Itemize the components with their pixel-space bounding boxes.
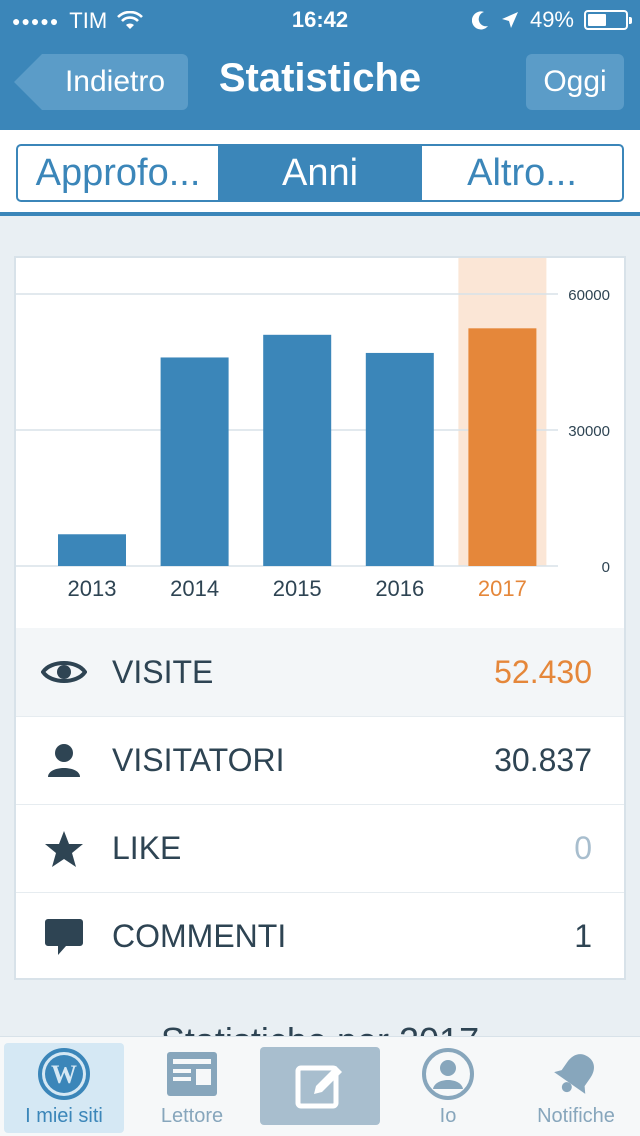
stat-label: VISITATORI bbox=[112, 742, 285, 778]
clock: 16:42 bbox=[291, 7, 349, 32]
y-tick-label: 0 bbox=[602, 559, 610, 576]
stat-row-visitors[interactable]: VISITATORI 30.837 bbox=[16, 716, 624, 804]
back-button-label: Indietro bbox=[42, 54, 188, 110]
stat-value: 0 bbox=[574, 830, 592, 866]
tab-me[interactable]: Io bbox=[388, 1043, 508, 1133]
x-tick-label: 2017 bbox=[478, 576, 527, 601]
stat-label: LIKE bbox=[112, 830, 182, 866]
carrier-label: TIM bbox=[69, 8, 108, 33]
segment-years[interactable]: Anni bbox=[218, 146, 420, 200]
period-segmented-control: Approfo... Anni Altro... bbox=[16, 144, 624, 202]
wordpress-icon: W bbox=[38, 1048, 90, 1100]
reader-icon bbox=[167, 1052, 217, 1096]
today-button[interactable]: Oggi bbox=[526, 54, 624, 110]
back-arrow-icon bbox=[14, 54, 42, 110]
svg-text:W: W bbox=[51, 1060, 77, 1089]
y-tick-label: 30000 bbox=[568, 423, 610, 440]
edit-icon bbox=[295, 1065, 342, 1109]
write-post-button[interactable] bbox=[260, 1047, 380, 1125]
tab-label: Lettore bbox=[160, 1105, 224, 1127]
stat-row-comments[interactable]: COMMENTI 1 bbox=[16, 892, 624, 980]
battery-icon bbox=[584, 10, 632, 30]
tab-my-sites[interactable]: W I miei siti bbox=[4, 1043, 124, 1133]
wifi-icon bbox=[117, 11, 144, 29]
star-icon bbox=[45, 830, 83, 867]
tab-reader[interactable]: Lettore bbox=[132, 1043, 252, 1133]
segment-more[interactable]: Altro... bbox=[420, 146, 622, 200]
eye-icon bbox=[41, 661, 87, 683]
tab-label: Io bbox=[439, 1105, 457, 1127]
segment-insights[interactable]: Approfo... bbox=[35, 151, 201, 194]
period-selector-bar: Approfo... Anni Altro... bbox=[0, 130, 640, 216]
status-bar: ●●●●● TIM 16:42 49% bbox=[0, 0, 640, 40]
stat-row-likes[interactable]: LIKE 0 bbox=[16, 804, 624, 892]
moon-icon bbox=[471, 11, 488, 30]
y-tick-label: 60000 bbox=[568, 287, 610, 304]
tab-label: I miei siti bbox=[25, 1105, 103, 1127]
stat-label: VISITE bbox=[112, 653, 214, 690]
tab-bar: W I miei siti Lettore bbox=[0, 1036, 640, 1136]
x-tick-label: 2014 bbox=[170, 576, 219, 601]
x-tick-label: 2015 bbox=[273, 576, 322, 601]
bar-2017 bbox=[468, 328, 537, 566]
x-tick-label: 2016 bbox=[375, 576, 424, 601]
stat-value: 1 bbox=[574, 918, 592, 954]
back-button[interactable]: Indietro bbox=[14, 54, 188, 110]
profile-icon bbox=[422, 1048, 474, 1100]
signal-dots-icon: ●●●●● bbox=[12, 13, 60, 29]
stat-label: COMMENTI bbox=[112, 918, 287, 954]
stats-card: 0 30000 60000 2013 2014 2015 2016 2017 VISITE 5… bbox=[14, 256, 626, 980]
location-arrow-icon bbox=[501, 12, 518, 28]
bar-2016 bbox=[365, 352, 434, 566]
bar-2013 bbox=[58, 534, 126, 566]
yearly-bar-chart: 0 30000 60000 2013 2014 2015 2016 2017 bbox=[16, 258, 624, 628]
bar-2014 bbox=[160, 357, 229, 566]
bell-icon bbox=[554, 1054, 594, 1094]
stat-row-views[interactable]: VISITE 52.430 bbox=[16, 628, 624, 716]
battery-percent: 49% bbox=[529, 7, 574, 32]
top-bar: ●●●●● TIM 16:42 49% Indietro Statistiche… bbox=[0, 0, 640, 130]
x-tick-label: 2013 bbox=[68, 576, 117, 601]
bar-2015 bbox=[263, 334, 332, 566]
page-title: Statistiche bbox=[218, 56, 422, 100]
person-icon bbox=[48, 743, 80, 777]
comment-icon bbox=[45, 918, 83, 955]
stat-value: 52.430 bbox=[494, 653, 592, 690]
tab-label: Notifiche bbox=[537, 1105, 615, 1127]
stat-value: 30.837 bbox=[494, 742, 592, 778]
tab-notifications[interactable]: Notifiche bbox=[516, 1043, 636, 1133]
stats-list: VISITE 52.430 VISITATORI 30.837 LIKE 0 bbox=[16, 628, 624, 980]
